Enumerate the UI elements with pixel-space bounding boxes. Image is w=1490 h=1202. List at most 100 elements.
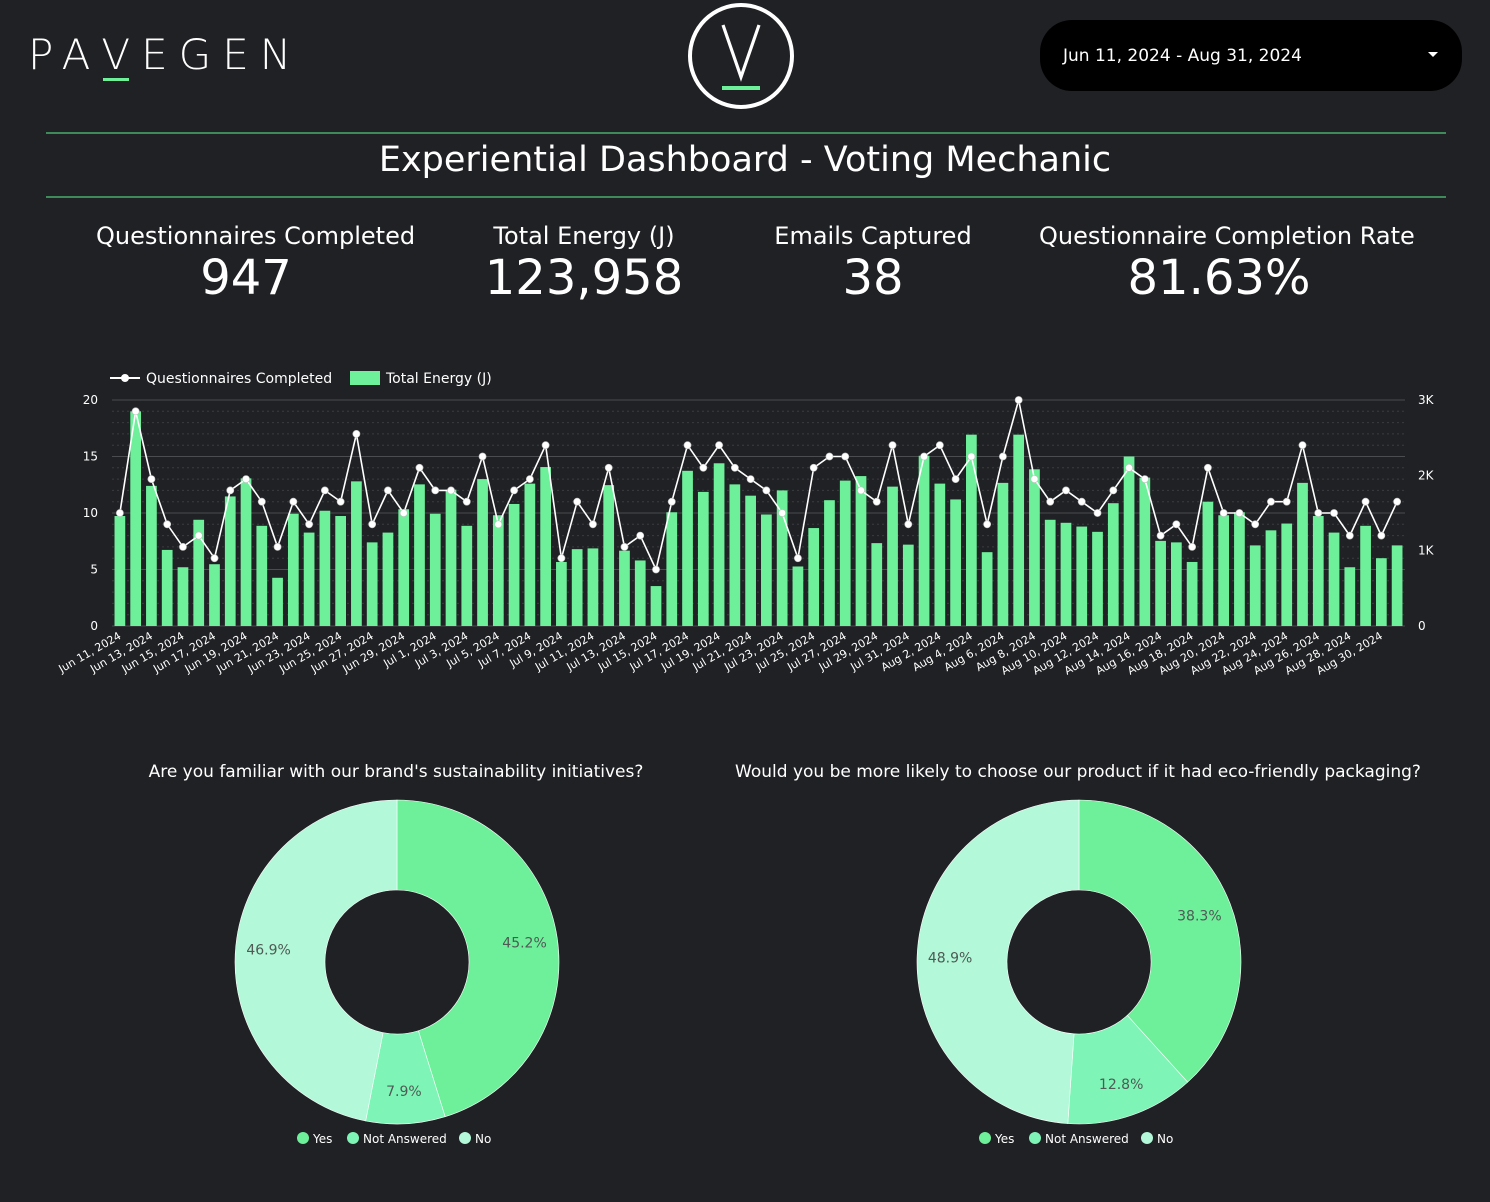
- questionnaires-point: [384, 486, 392, 495]
- questionnaires-point: [1235, 509, 1244, 517]
- energy-bar: [335, 516, 347, 626]
- questionnaires-point: [762, 486, 771, 495]
- questionnaires-point: [147, 475, 156, 484]
- brand-text-v: V: [101, 30, 142, 81]
- date-range-text: Jun 11, 2024 - Aug 31, 2024: [1063, 45, 1302, 66]
- questionnaires-point: [273, 542, 282, 551]
- kpi-label: Total Energy (J): [493, 222, 675, 250]
- questionnaires-point: [179, 542, 187, 551]
- questionnaires-point: [525, 475, 534, 484]
- questionnaires-point: [1014, 396, 1023, 404]
- questionnaires-point: [541, 441, 550, 450]
- legend-dot: [1029, 1132, 1041, 1144]
- energy-bar: [729, 484, 741, 626]
- questionnaires-point: [368, 520, 377, 529]
- energy-bar: [272, 577, 283, 626]
- energy-bar: [524, 483, 536, 626]
- questionnaires-point: [210, 554, 219, 563]
- legend-label-energy: Total Energy (J): [385, 371, 492, 387]
- legend-label-no: No: [1157, 1132, 1173, 1146]
- questionnaires-point: [1330, 509, 1338, 517]
- energy-bar: [776, 490, 788, 626]
- questionnaires-point: [1282, 497, 1291, 506]
- questionnaires-point: [935, 441, 944, 450]
- energy-bar: [966, 434, 977, 626]
- donut-chart-2: 38.3% 12.8% 48.9% Yes Not Answered No: [916, 799, 1242, 1146]
- kpi-label: Questionnaire Completion Rate: [1039, 222, 1415, 250]
- energy-bar: [556, 561, 567, 626]
- questionnaires-point: [431, 486, 440, 495]
- energy-bar: [887, 486, 898, 626]
- y-left-tick-label: 20: [83, 393, 98, 407]
- questionnaires-point: [667, 497, 676, 506]
- date-range-picker[interactable]: Jun 11, 2024 - Aug 31, 2024: [1040, 20, 1462, 91]
- energy-bar: [1107, 503, 1119, 626]
- energy-bar: [650, 586, 662, 626]
- energy-bar: [603, 485, 615, 626]
- energy-bar: [1186, 561, 1198, 626]
- donut-1-title: Are you familiar with our brand's sustai…: [148, 762, 644, 782]
- energy-bar: [934, 483, 946, 626]
- energy-bar: [1249, 545, 1261, 626]
- legend-label-questionnaires: Questionnaires Completed: [146, 371, 332, 387]
- energy-bar: [429, 513, 441, 626]
- y-right-tick-label: 0: [1418, 619, 1426, 633]
- kpi-emails-captured: Emails Captured 38: [723, 222, 1023, 305]
- questionnaires-point: [589, 520, 597, 529]
- questionnaires-point: [226, 486, 235, 495]
- questionnaires-point: [1314, 509, 1323, 517]
- questionnaires-point: [131, 407, 140, 416]
- energy-bar: [508, 503, 520, 626]
- y-left-tick-label: 0: [90, 619, 98, 633]
- energy-bar: [981, 552, 993, 626]
- energy-bar: [177, 567, 189, 626]
- energy-bar: [587, 548, 599, 626]
- legend-dot: [347, 1132, 359, 1144]
- donut-slice-yes: [396, 799, 560, 1118]
- questionnaires-point: [1093, 509, 1102, 517]
- energy-bar: [950, 499, 961, 626]
- questionnaires-point: [1125, 463, 1133, 472]
- questionnaires-point: [462, 497, 471, 506]
- kpi-value: 123,958: [484, 250, 684, 306]
- questionnaires-point: [1077, 497, 1086, 506]
- energy-bar: [1281, 523, 1293, 626]
- questionnaires-point: [1361, 497, 1370, 506]
- energy-bar: [209, 564, 220, 626]
- y-right-tick-label: 1K: [1418, 544, 1435, 558]
- questionnaires-point: [573, 497, 582, 506]
- energy-bar: [461, 525, 473, 626]
- questionnaires-point: [1109, 486, 1118, 495]
- questionnaires-point: [1203, 463, 1212, 472]
- energy-bar: [351, 481, 362, 626]
- energy-bar: [1265, 530, 1277, 626]
- questionnaires-point: [194, 531, 203, 540]
- questionnaires-point: [636, 531, 645, 540]
- questionnaires-point: [163, 520, 172, 529]
- energy-bar: [997, 482, 1009, 626]
- questionnaires-point: [999, 452, 1007, 461]
- energy-bar: [1391, 545, 1403, 626]
- questionnaires-point: [699, 463, 708, 472]
- energy-bar: [1123, 456, 1135, 626]
- questionnaires-point: [1172, 520, 1181, 529]
- energy-bar: [287, 513, 299, 626]
- questionnaires-point: [951, 475, 960, 484]
- questionnaires-point: [1156, 531, 1165, 540]
- energy-bar: [1202, 501, 1214, 626]
- questionnaires-point: [967, 452, 976, 461]
- questionnaires-point: [305, 520, 314, 529]
- questionnaires-point: [904, 520, 913, 529]
- questionnaires-point: [242, 475, 250, 484]
- energy-bar: [114, 516, 126, 626]
- title-top-rule: [46, 132, 1446, 134]
- energy-bar: [1044, 519, 1056, 626]
- legend-label-not-answered: Not Answered: [1045, 1132, 1129, 1146]
- questionnaires-point: [115, 509, 124, 517]
- y-right-tick-label: 2K: [1418, 468, 1435, 482]
- questionnaires-point: [604, 463, 613, 472]
- energy-bar: [146, 485, 157, 626]
- legend-label-yes: Yes: [994, 1132, 1014, 1146]
- donut-value-label: 7.9%: [386, 1084, 422, 1100]
- questionnaires-point: [920, 452, 928, 461]
